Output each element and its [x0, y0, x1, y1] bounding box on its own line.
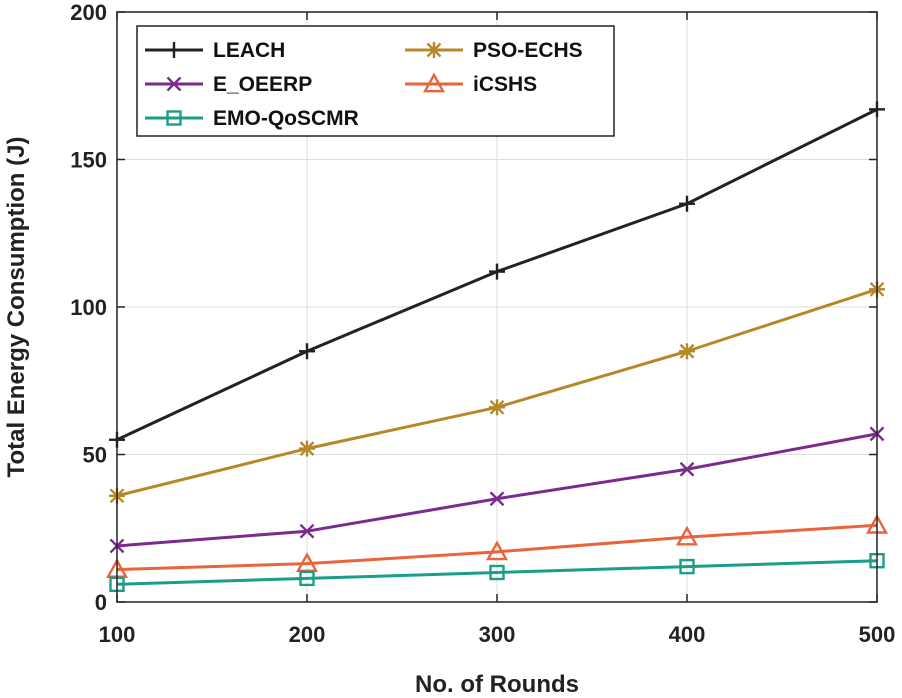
series-pso-echs: [109, 281, 885, 504]
legend-entry: PSO-ECHS: [405, 39, 583, 62]
legend-entry: E_OEERP: [145, 73, 312, 96]
x-tick-label: 100: [99, 622, 136, 647]
data-point-marker: [299, 523, 315, 539]
data-point-marker: [489, 564, 505, 581]
data-point-marker: [489, 399, 505, 416]
y-tick-label: 50: [83, 443, 107, 468]
legend-label: EMO-QoSCMR: [213, 107, 359, 130]
legend-label: E_OEERP: [213, 73, 312, 96]
data-point-marker: [299, 570, 315, 587]
data-point-marker: [679, 558, 695, 575]
x-axis-title: No. of Rounds: [415, 671, 579, 698]
legend-entry: LEACH: [145, 39, 285, 62]
y-tick-label: 200: [70, 0, 107, 25]
series-line: [116, 523, 878, 572]
legend-label: PSO-ECHS: [473, 39, 583, 62]
series-layer: [105, 101, 889, 592]
legend-marker: [426, 42, 442, 58]
data-point-marker: [485, 540, 509, 561]
legend-marker: [166, 42, 182, 58]
legend-entry: iCSHS: [405, 72, 537, 96]
legend-marker: [422, 72, 446, 93]
data-point-marker: [489, 491, 505, 507]
legend-marker: [166, 76, 182, 92]
y-tick-label: 0: [95, 590, 107, 615]
data-point-marker: [489, 263, 505, 280]
legend: LEACH PSO-ECHS E_OEERP iCSHS EMO-QoSCMR: [136, 25, 615, 137]
x-tick-label: 300: [479, 622, 516, 647]
data-point-marker: [675, 525, 699, 546]
y-tick-label: 150: [70, 148, 107, 173]
data-point-marker: [679, 343, 695, 360]
legend-box: [136, 25, 615, 137]
axis-ticks: 0 50 100 150 200 100 200 300 400 500: [70, 0, 895, 647]
data-point-marker: [299, 440, 315, 457]
legend-entry: EMO-QoSCMR: [145, 107, 359, 130]
x-tick-label: 400: [669, 622, 706, 647]
x-tick-label: 200: [289, 622, 326, 647]
legend-label: LEACH: [213, 39, 285, 62]
legend-label: iCSHS: [473, 73, 537, 96]
series-emo-qoscmr: [109, 553, 885, 592]
legend-marker: [166, 110, 182, 126]
x-tick-label: 500: [859, 622, 896, 647]
series-leach: [109, 101, 885, 448]
data-point-marker: [299, 343, 315, 360]
series-line: [116, 559, 878, 586]
data-point-marker: [679, 461, 695, 477]
y-tick-label: 100: [70, 295, 107, 320]
data-point-marker: [679, 195, 695, 212]
y-axis-title: Total Energy Consumption (J): [3, 137, 30, 478]
